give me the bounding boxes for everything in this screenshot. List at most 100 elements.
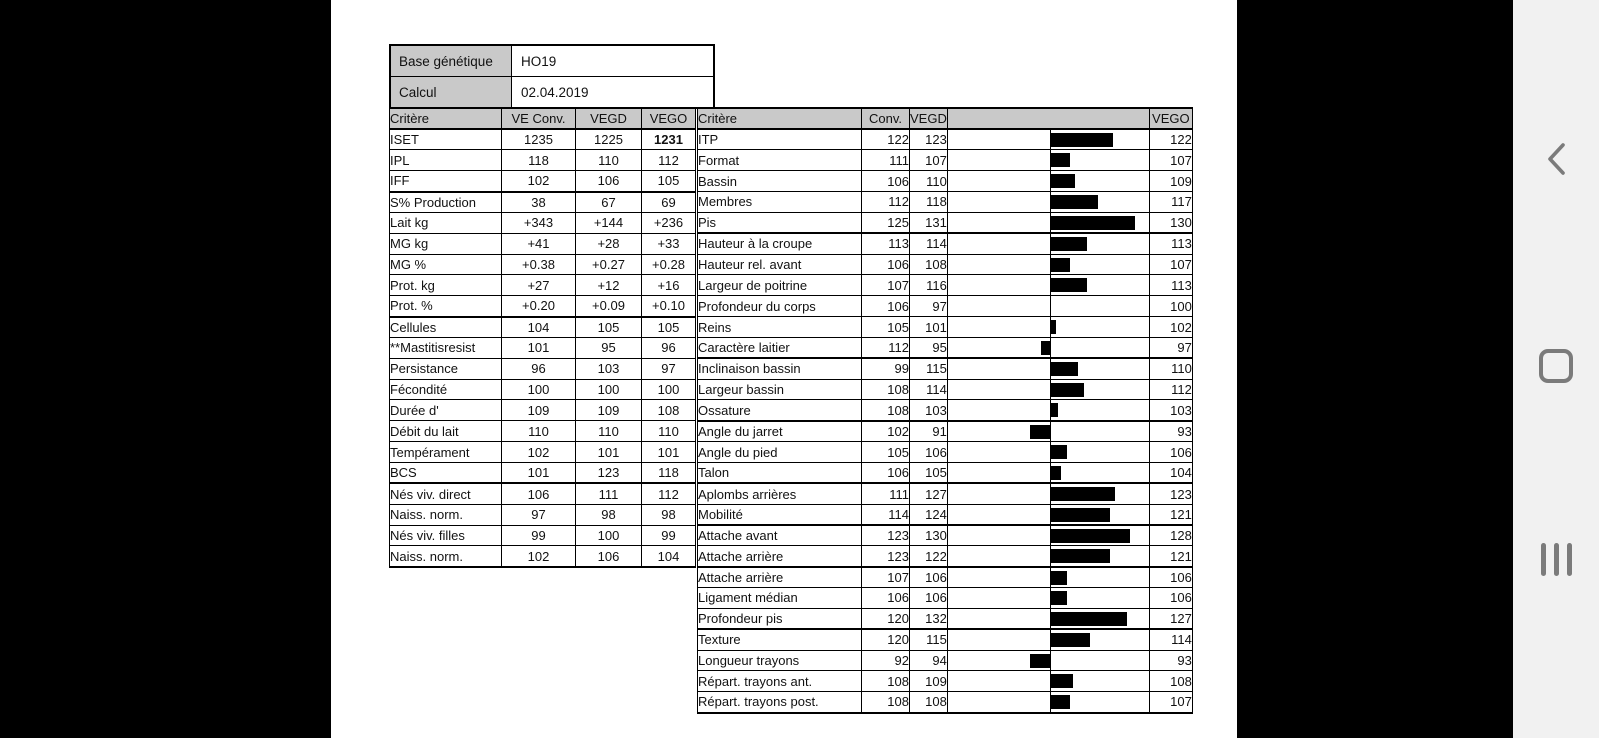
value-conv: 108 xyxy=(861,378,910,401)
table-row: Attache avant 123 130 128 xyxy=(697,524,1193,547)
value-vego: 121 xyxy=(1148,545,1193,568)
value-vego: 113 xyxy=(1148,232,1193,255)
vego-bar xyxy=(1049,278,1087,293)
value-vegd: 123 xyxy=(909,128,948,151)
value-conv: 105 xyxy=(861,441,910,463)
value-vego: 113 xyxy=(1148,274,1193,297)
value-vegd: 108 xyxy=(909,691,948,714)
value-vego: 110 xyxy=(1148,357,1193,380)
value-conv: 102 xyxy=(501,545,576,568)
value-vegd: 123 xyxy=(575,462,642,485)
criterion-label: Attache arrière xyxy=(697,566,862,589)
value-conv: 112 xyxy=(861,191,910,213)
bar-cell xyxy=(946,566,1150,589)
value-conv: 106 xyxy=(501,482,576,505)
value-vego: 105 xyxy=(641,170,696,193)
vego-bar xyxy=(1041,340,1050,355)
back-button[interactable] xyxy=(1513,131,1599,191)
value-conv: 101 xyxy=(501,462,576,485)
value-vegd: 100 xyxy=(575,378,642,401)
table-row: Talon 106 105 104 xyxy=(697,462,1193,485)
value-vegd: 105 xyxy=(575,316,642,338)
criterion-label: Fécondité xyxy=(389,378,502,401)
value-conv: 106 xyxy=(861,462,910,485)
criterion-label: Hauteur rel. avant xyxy=(697,253,862,276)
value-vego: 121 xyxy=(1148,503,1193,527)
table-row: MG % +0.38 +0.27 +0.28 xyxy=(389,253,696,276)
header-vegd: VEGD xyxy=(909,107,948,130)
bar-cell xyxy=(946,316,1150,338)
home-icon xyxy=(1539,349,1573,383)
value-vego: 100 xyxy=(1148,295,1193,318)
home-button[interactable] xyxy=(1513,336,1599,396)
value-vego: 101 xyxy=(641,441,696,463)
criterion-label: Aplombs arrières xyxy=(697,482,862,505)
bar-cell xyxy=(946,253,1150,276)
criterion-label: Angle du pied xyxy=(697,441,862,463)
table-row: Naiss. norm. 97 98 98 xyxy=(389,503,696,526)
criterion-label: Prot. % xyxy=(389,295,502,318)
table-row: Naiss. norm. 102 106 104 xyxy=(389,545,696,568)
bar-cell xyxy=(946,149,1150,172)
value-conv: 102 xyxy=(861,420,910,443)
value-vego: 107 xyxy=(1148,149,1193,172)
criterion-label: IPL xyxy=(389,149,502,172)
value-vego: 104 xyxy=(641,545,696,568)
value-vego: 1231 xyxy=(641,128,696,151)
value-vego: 100 xyxy=(641,378,696,401)
header-vegd: VEGD xyxy=(575,107,642,130)
value-vegd: 106 xyxy=(909,587,948,609)
value-conv: +0.20 xyxy=(501,295,576,318)
value-conv: 96 xyxy=(501,357,576,380)
vego-bar xyxy=(1049,237,1087,252)
value-conv: 106 xyxy=(861,253,910,276)
recents-button[interactable] xyxy=(1513,529,1599,589)
table-row: Ligament médian 106 106 106 xyxy=(697,587,1193,609)
value-vegd: +0.27 xyxy=(575,253,642,276)
value-conv: 100 xyxy=(501,378,576,401)
value-vegd: 132 xyxy=(909,607,948,631)
table-row: Nés viv. direct 106 111 112 xyxy=(389,482,696,505)
value-vego: 112 xyxy=(641,149,696,172)
criterion-label: Bassin xyxy=(697,170,862,193)
value-vegd: 103 xyxy=(575,357,642,380)
back-chevron-icon xyxy=(1544,141,1568,182)
vego-bar xyxy=(1049,403,1059,418)
bar-cell xyxy=(946,274,1150,297)
vego-bar xyxy=(1049,591,1067,606)
value-vegd: 1225 xyxy=(575,128,642,151)
value-vego: +236 xyxy=(641,211,696,234)
criterion-label: Persistance xyxy=(389,357,502,380)
criterion-label: Longueur trayons xyxy=(697,649,862,672)
value-conv: 108 xyxy=(861,670,910,693)
criterion-label: Caractère laitier xyxy=(697,336,862,360)
vego-bar xyxy=(1049,382,1085,397)
value-vego: 127 xyxy=(1148,607,1193,631)
criterion-label: Hauteur à la croupe xyxy=(697,232,862,255)
table-row: Lait kg +343 +144 +236 xyxy=(389,211,696,234)
table-row: Tempérament 102 101 101 xyxy=(389,441,696,463)
value-conv: 102 xyxy=(501,441,576,463)
vego-bar xyxy=(1029,653,1050,668)
criterion-label: Profondeur pis xyxy=(697,607,862,631)
value-vego: 114 xyxy=(1148,628,1193,651)
value-vegd: 131 xyxy=(909,211,948,235)
table-row: ITP 122 123 122 xyxy=(697,128,1193,151)
value-vego: 109 xyxy=(1148,170,1193,193)
criterion-label: MG kg xyxy=(389,232,502,255)
criterion-label: ITP xyxy=(697,128,862,151)
criterion-label: MG % xyxy=(389,253,502,276)
value-conv: 110 xyxy=(501,420,576,443)
value-vego: +16 xyxy=(641,274,696,297)
value-conv: 97 xyxy=(501,503,576,526)
table-row: Hauteur à la croupe 113 114 113 xyxy=(697,232,1193,255)
value-vego: 97 xyxy=(1148,336,1193,360)
value-vegd: 106 xyxy=(575,170,642,193)
value-vegd: 108 xyxy=(909,253,948,276)
vego-bar xyxy=(1049,362,1079,377)
table-row: Longueur trayons 92 94 93 xyxy=(697,649,1193,672)
value-vegd: 114 xyxy=(909,232,948,255)
table-row: MG kg +41 +28 +33 xyxy=(389,232,696,255)
value-conv: 112 xyxy=(861,336,910,360)
bar-axis-line xyxy=(1049,421,1051,441)
